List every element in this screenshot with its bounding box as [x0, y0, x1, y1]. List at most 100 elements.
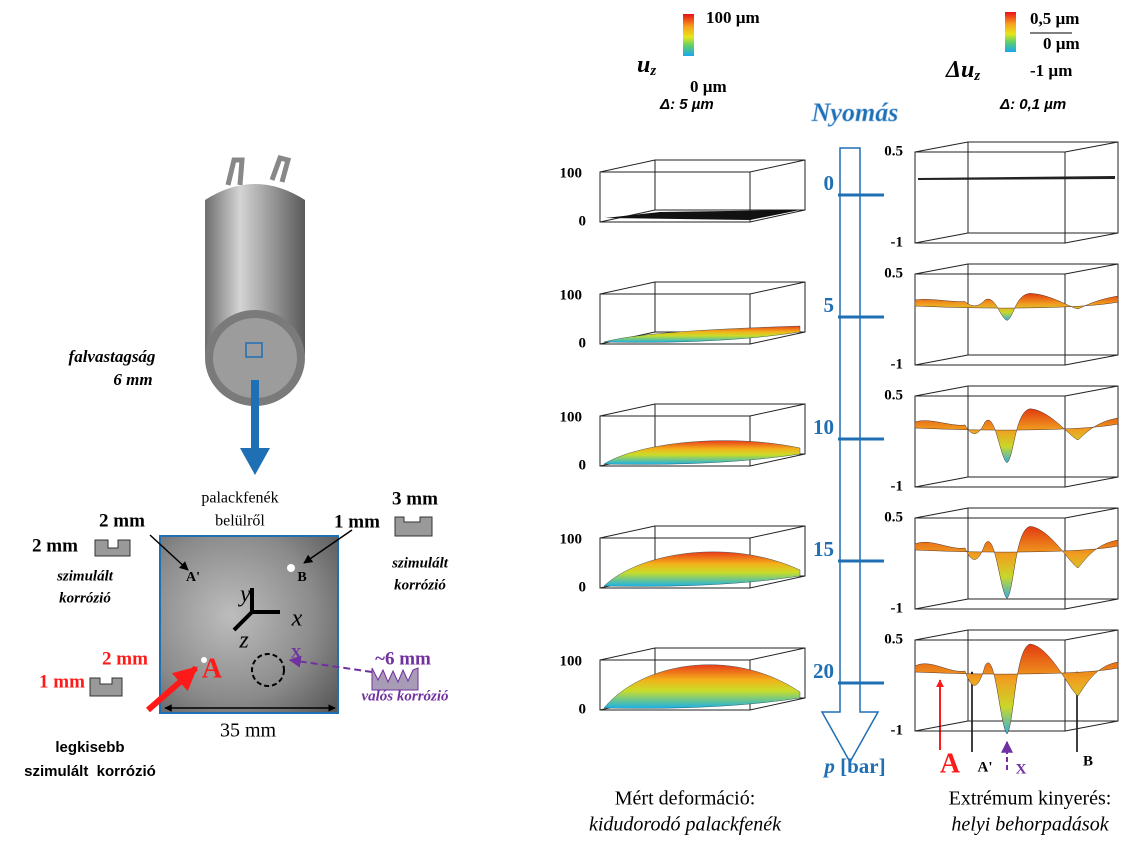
box-edge [1065, 508, 1118, 518]
pressure-level: 20 [813, 659, 834, 683]
box-edge [915, 508, 968, 518]
colorbar [683, 14, 694, 56]
z-tick-label: -1 [891, 234, 904, 250]
z-tick-label: 0 [579, 213, 587, 229]
z-tick-label: 100 [560, 165, 583, 181]
pressure-title: Nyomás [811, 98, 899, 127]
symbol-main: u [637, 52, 650, 78]
wall-label: falvastagság [69, 347, 156, 366]
resolution: Δ: 5 µm [659, 96, 714, 113]
box-edge [750, 282, 805, 294]
box-edge [1065, 142, 1118, 152]
plot-box [915, 142, 1118, 243]
surface [605, 210, 800, 220]
dimension: 2 mm [99, 510, 145, 531]
z-tick-label: 0.5 [884, 387, 903, 403]
z-tick-label: 100 [560, 409, 583, 425]
box-edge [600, 160, 655, 172]
marker-label: X [1016, 761, 1027, 777]
box-front [915, 396, 1065, 487]
z-tick-label: 0 [579, 335, 587, 351]
box-edge [1065, 630, 1118, 640]
box-edge [915, 630, 968, 640]
sample-photo [160, 536, 338, 713]
sim-label: szimulált [391, 555, 449, 571]
symbol-sub: z [973, 68, 980, 84]
point-label: B [297, 570, 306, 585]
colorbar [1005, 12, 1016, 52]
dimension: 2 mm [102, 648, 148, 669]
plot-box [915, 386, 1118, 487]
z-tick-label: -1 [891, 600, 904, 616]
box-front [915, 152, 1065, 243]
box-back [968, 630, 1118, 721]
marker-label: A' [978, 759, 993, 775]
point-b-dot [287, 564, 295, 572]
surface [604, 441, 800, 465]
surface [604, 665, 800, 709]
sim-label: szimulált korrózió [24, 763, 156, 780]
z-tick-label: -1 [891, 478, 904, 494]
wall-value: 6 mm [113, 370, 152, 389]
box-edge [1065, 233, 1118, 243]
real-label: valós korrózió [361, 688, 448, 704]
box-edge [915, 233, 968, 243]
box-edge [1065, 599, 1118, 609]
corrosion-icon [372, 668, 418, 690]
surface [915, 409, 1118, 463]
box-edge [915, 721, 968, 731]
colorbar-label: 0 µm [1043, 34, 1080, 53]
pressure-level: 5 [824, 293, 835, 317]
point-label: A [202, 653, 223, 684]
pressure-unit: [bar] [840, 754, 886, 778]
caption: kidudorodó palackfenék [589, 814, 782, 836]
z-tick-label: 100 [560, 531, 583, 547]
box-edge [915, 599, 968, 609]
box-back [968, 142, 1118, 233]
caption: helyi behorpadások [951, 814, 1109, 836]
box-edge [750, 648, 805, 660]
surface [915, 526, 1118, 598]
z-tick-label: 0 [579, 457, 587, 473]
pressure-symbol: p [822, 754, 835, 778]
sim-label: korrózió [394, 577, 446, 593]
symbol: uz [637, 52, 656, 80]
sim-label: legkisebb [55, 739, 124, 756]
point-label: X [291, 645, 302, 661]
colorbar-label: 0 µm [690, 77, 727, 96]
dimension: ~6 mm [375, 648, 431, 669]
surface [604, 552, 800, 587]
sim-label: szimulált [56, 568, 114, 584]
dimension: 3 mm [392, 488, 438, 509]
symbol: Δuz [945, 57, 980, 85]
z-tick-label: 0.5 [884, 631, 903, 647]
figure: falvastagság 6 mm palackfenék belülről A… [0, 0, 1138, 846]
box-back [968, 386, 1118, 477]
z-tick-label: 0.5 [884, 509, 903, 525]
pressure-axis: p [bar] [822, 754, 885, 778]
box-edge [600, 282, 655, 294]
cylinder [205, 158, 305, 406]
surface [915, 293, 1118, 320]
axis-label: y [238, 582, 251, 608]
caption: Extrémum kinyerés: [949, 788, 1112, 810]
box-edge [915, 477, 968, 487]
sample-title: belülről [215, 513, 265, 530]
box-back [655, 160, 805, 210]
arrow-head [240, 448, 270, 475]
box-edge [1065, 386, 1118, 396]
marker-label: B [1083, 753, 1093, 769]
box-edge [915, 142, 968, 152]
box-front [915, 274, 1065, 365]
z-tick-label: -1 [891, 722, 904, 738]
box-edge [750, 160, 805, 172]
dimension: 1 mm [334, 511, 380, 532]
plot-box [915, 264, 1118, 365]
z-tick-label: 100 [560, 287, 583, 303]
box-edge [1065, 477, 1118, 487]
box-edge [1065, 721, 1118, 731]
colorbar-label: -1 µm [1030, 61, 1072, 80]
dimension: 1 mm [39, 671, 85, 692]
marker-label: A [940, 748, 961, 779]
plot-box [915, 508, 1118, 609]
